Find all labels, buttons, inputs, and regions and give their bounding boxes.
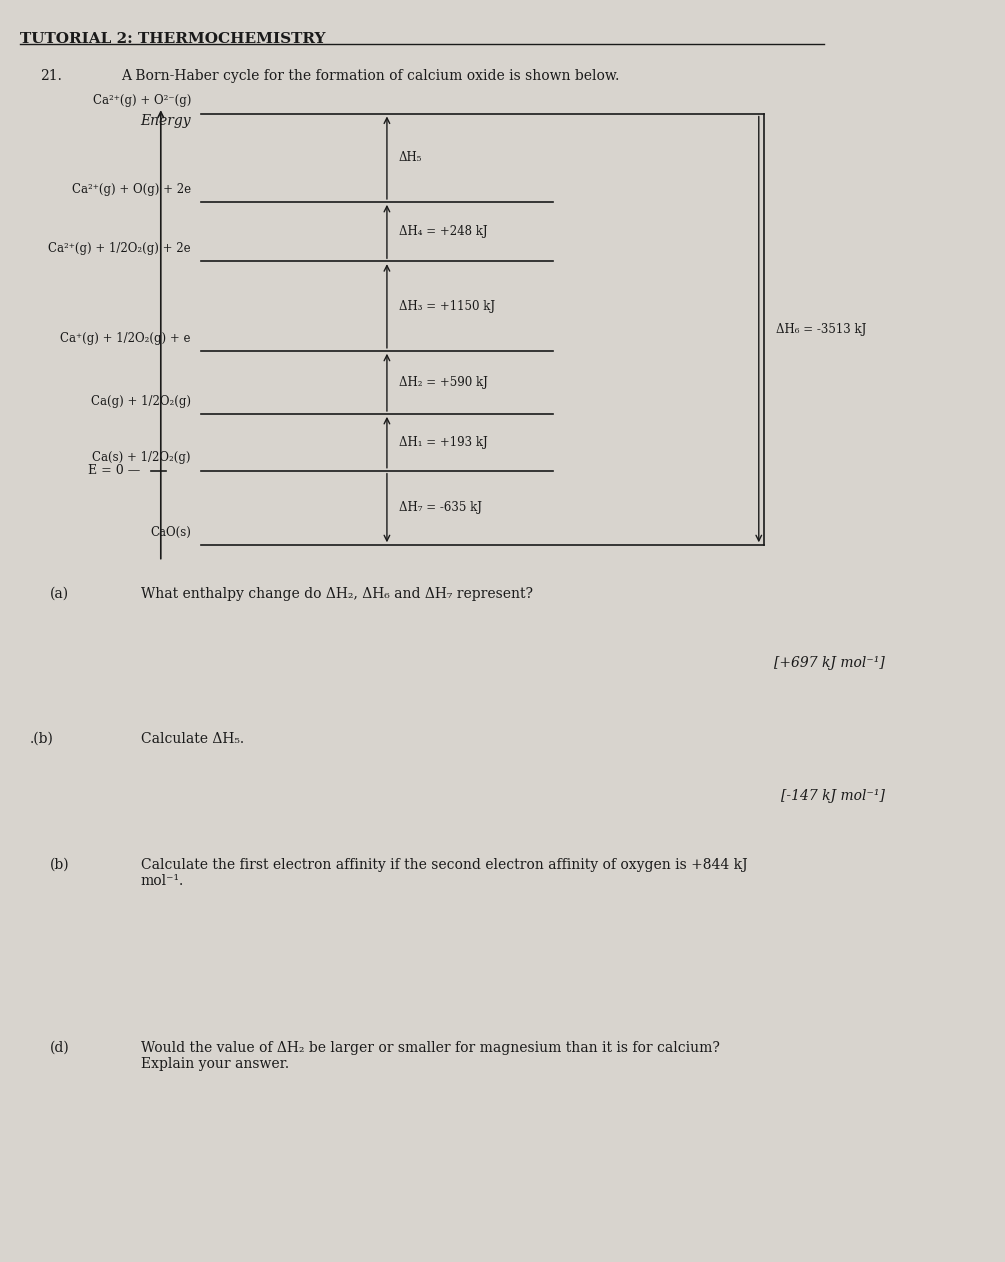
Text: Ca⁺(g) + 1/2O₂(g) + e: Ca⁺(g) + 1/2O₂(g) + e — [60, 332, 191, 345]
Text: Ca²⁺(g) + 1/2O₂(g) + 2e: Ca²⁺(g) + 1/2O₂(g) + 2e — [48, 242, 191, 255]
Text: (a): (a) — [50, 587, 69, 601]
Text: 21.: 21. — [40, 69, 62, 83]
Text: ΔH₇ = -635 kJ: ΔH₇ = -635 kJ — [399, 501, 482, 515]
Text: ΔH₆ = -3513 kJ: ΔH₆ = -3513 kJ — [776, 323, 866, 336]
Text: ΔH₁ = +193 kJ: ΔH₁ = +193 kJ — [399, 435, 487, 449]
Text: Calculate the first electron affinity if the second electron affinity of oxygen : Calculate the first electron affinity if… — [141, 858, 748, 888]
Text: [-147 kJ mol⁻¹]: [-147 kJ mol⁻¹] — [781, 789, 884, 803]
Text: ΔH₂ = +590 kJ: ΔH₂ = +590 kJ — [399, 376, 487, 389]
Text: Energy: Energy — [141, 114, 191, 127]
Text: Ca(g) + 1/2O₂(g): Ca(g) + 1/2O₂(g) — [90, 395, 191, 408]
Text: TUTORIAL 2: THERMOCHEMISTRY: TUTORIAL 2: THERMOCHEMISTRY — [20, 32, 326, 45]
Text: Ca²⁺(g) + O²⁻(g): Ca²⁺(g) + O²⁻(g) — [92, 95, 191, 107]
Text: [+697 kJ mol⁻¹]: [+697 kJ mol⁻¹] — [774, 656, 884, 670]
Text: E = 0 —: E = 0 — — [88, 464, 141, 477]
Text: Ca(s) + 1/2O₂(g): Ca(s) + 1/2O₂(g) — [92, 452, 191, 464]
Text: CaO(s): CaO(s) — [150, 526, 191, 539]
Text: (d): (d) — [50, 1041, 70, 1055]
Text: Ca²⁺(g) + O(g) + 2e: Ca²⁺(g) + O(g) + 2e — [71, 183, 191, 196]
Text: ΔH₅: ΔH₅ — [399, 151, 422, 164]
Text: ΔH₃ = +1150 kJ: ΔH₃ = +1150 kJ — [399, 299, 495, 313]
Text: A Born-Haber cycle for the formation of calcium oxide is shown below.: A Born-Haber cycle for the formation of … — [121, 69, 619, 83]
Text: Would the value of ΔH₂ be larger or smaller for magnesium than it is for calcium: Would the value of ΔH₂ be larger or smal… — [141, 1041, 720, 1071]
Text: Calculate ΔH₅.: Calculate ΔH₅. — [141, 732, 244, 746]
Text: .(b): .(b) — [30, 732, 54, 746]
Text: ΔH₄ = +248 kJ: ΔH₄ = +248 kJ — [399, 225, 487, 239]
Text: (b): (b) — [50, 858, 70, 872]
Text: What enthalpy change do ΔH₂, ΔH₆ and ΔH₇ represent?: What enthalpy change do ΔH₂, ΔH₆ and ΔH₇… — [141, 587, 533, 601]
